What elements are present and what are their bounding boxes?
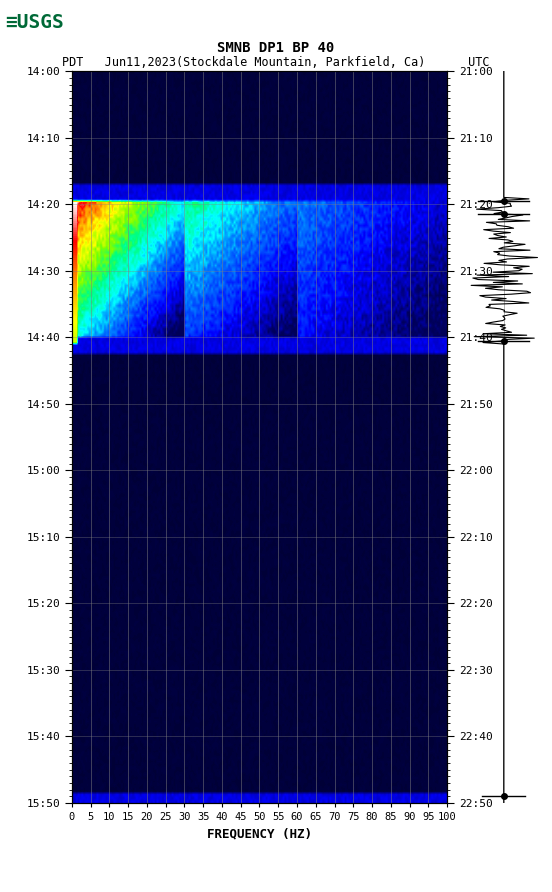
Text: PDT   Jun11,2023(Stockdale Mountain, Parkfield, Ca)      UTC: PDT Jun11,2023(Stockdale Mountain, Parkf… xyxy=(62,56,490,69)
Text: ≡USGS: ≡USGS xyxy=(6,12,64,32)
X-axis label: FREQUENCY (HZ): FREQUENCY (HZ) xyxy=(207,828,312,840)
Text: SMNB DP1 BP 40: SMNB DP1 BP 40 xyxy=(217,41,335,55)
